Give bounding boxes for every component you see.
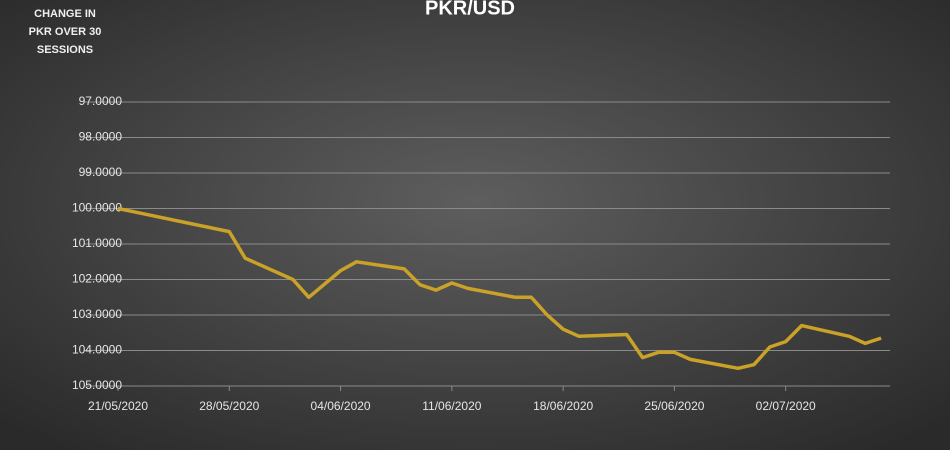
y-tick-label: 98.0000 [79,130,123,144]
y-axis-title: PKR OVER 30 [29,26,102,38]
y-tick-label: 99.0000 [79,165,123,179]
chart-title: PKR/USD [425,0,515,19]
y-axis-title: SESSIONS [37,44,93,56]
y-tick-label: 100.0000 [72,201,122,215]
data-line [117,206,882,371]
y-tick-label: 97.0000 [79,94,123,108]
x-tick-label: 04/06/2020 [311,399,371,413]
y-tick-label: 102.0000 [72,272,122,286]
y-axis-title: CHANGE IN [34,8,96,20]
y-tick-label: 104.0000 [72,343,122,357]
x-tick-label: 21/05/2020 [88,399,148,413]
x-tick-label: 11/06/2020 [422,399,481,413]
y-tick-label: 101.0000 [72,236,122,250]
x-tick-label: 18/06/2020 [533,399,593,413]
x-tick-label: 02/07/2020 [756,399,816,413]
x-tick-label: 28/05/2020 [199,399,259,413]
y-tick-label: 105.0000 [72,378,122,392]
y-tick-label: 103.0000 [72,307,122,321]
x-tick-label: 25/06/2020 [644,399,704,413]
